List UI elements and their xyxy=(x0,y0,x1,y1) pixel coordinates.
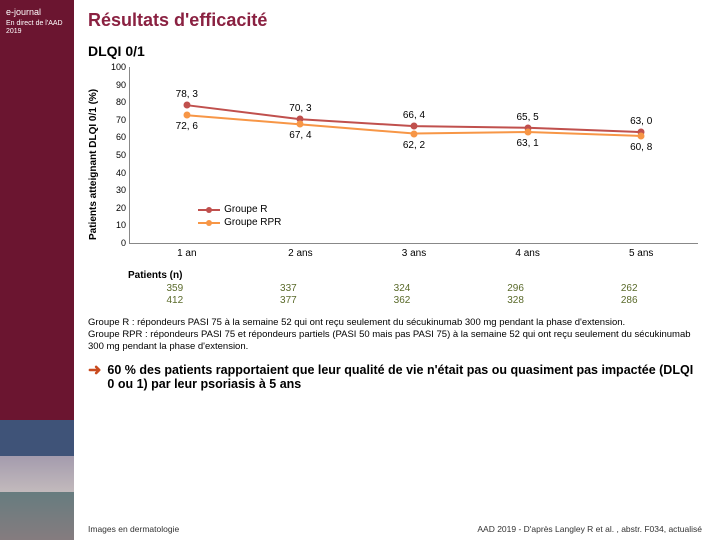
data-label: 78, 3 xyxy=(176,89,198,100)
sidebar-image xyxy=(0,420,74,540)
y-tick: 10 xyxy=(102,220,126,230)
chart-subtitle: DLQI 0/1 xyxy=(88,43,702,59)
plot-area: 01020304050607080901001 an2 ans3 ans4 an… xyxy=(129,67,698,244)
data-label: 67, 4 xyxy=(289,130,311,141)
y-tick: 40 xyxy=(102,168,126,178)
patients-n-table: 359 337 324 296 262 412 377 362 328 286 xyxy=(118,283,702,307)
n-cell: 337 xyxy=(280,283,297,294)
sidebar: e-journal En direct de l'AAD 2019 xyxy=(0,0,74,540)
data-point xyxy=(183,112,190,119)
y-tick: 70 xyxy=(102,115,126,125)
n-cell: 262 xyxy=(621,283,638,294)
data-label: 60, 8 xyxy=(630,142,652,153)
footer-left: Images en dermatologie xyxy=(88,524,179,534)
patients-n-header: Patients (n) xyxy=(128,270,702,281)
n-row: 359 337 324 296 262 xyxy=(118,283,686,295)
data-point xyxy=(411,123,418,130)
legend-label: Groupe R xyxy=(224,204,267,215)
y-tick: 20 xyxy=(102,203,126,213)
data-point xyxy=(638,132,645,139)
legend-item: Groupe RPR xyxy=(198,217,281,228)
legend-item: Groupe R xyxy=(198,204,281,215)
n-cell: 377 xyxy=(280,295,297,306)
y-tick: 90 xyxy=(102,80,126,90)
slide: e-journal En direct de l'AAD 2019 Résult… xyxy=(0,0,720,540)
x-tick: 3 ans xyxy=(402,248,426,259)
sidebar-logo: e-journal En direct de l'AAD 2019 xyxy=(6,8,74,35)
y-tick: 50 xyxy=(102,150,126,160)
data-point xyxy=(183,102,190,109)
y-axis-label: Patients atteignant DLQI 0/1 (%) xyxy=(88,67,99,262)
data-point xyxy=(411,130,418,137)
content: Résultats d'efficacité DLQI 0/1 Patients… xyxy=(74,0,720,540)
takeaway-text: 60 % des patients rapportaient que leur … xyxy=(107,363,702,391)
data-label: 63, 0 xyxy=(630,116,652,127)
x-tick: 2 ans xyxy=(288,248,312,259)
legend-marker xyxy=(198,222,220,224)
page-title: Résultats d'efficacité xyxy=(88,10,702,31)
n-cell: 324 xyxy=(394,283,411,294)
footer: Images en dermatologie AAD 2019 - D'aprè… xyxy=(88,524,702,534)
data-label: 65, 5 xyxy=(516,112,538,123)
y-tick: 60 xyxy=(102,132,126,142)
n-cell: 296 xyxy=(507,283,524,294)
data-label: 66, 4 xyxy=(403,110,425,121)
x-tick: 4 ans xyxy=(515,248,539,259)
n-cell: 286 xyxy=(621,295,638,306)
y-tick: 100 xyxy=(102,62,126,72)
arrow-icon: ➜ xyxy=(88,363,101,379)
y-tick: 80 xyxy=(102,97,126,107)
data-point xyxy=(297,121,304,128)
legend-marker xyxy=(198,209,220,211)
data-label: 62, 2 xyxy=(403,140,425,151)
footer-right: AAD 2019 - D'après Langley R et al. , ab… xyxy=(477,524,702,534)
n-cell: 362 xyxy=(394,295,411,306)
n-row: 412 377 362 328 286 xyxy=(118,295,686,307)
y-tick: 0 xyxy=(102,238,126,248)
legend: Groupe R Groupe RPR xyxy=(198,204,281,230)
footnote: Groupe R : répondeurs PASI 75 à la semai… xyxy=(88,317,702,353)
data-point xyxy=(524,128,531,135)
legend-label: Groupe RPR xyxy=(224,217,281,228)
line-chart: 01020304050607080901001 an2 ans3 ans4 an… xyxy=(99,67,702,262)
logo-line2: En direct de l'AAD 2019 xyxy=(6,20,74,35)
y-tick: 30 xyxy=(102,185,126,195)
logo-line1: e-journal xyxy=(6,8,74,18)
x-tick: 1 an xyxy=(177,248,196,259)
x-tick: 5 ans xyxy=(629,248,653,259)
takeaway: ➜ 60 % des patients rapportaient que leu… xyxy=(88,363,702,391)
data-label: 72, 6 xyxy=(176,121,198,132)
n-cell: 412 xyxy=(166,295,183,306)
data-label: 70, 3 xyxy=(289,103,311,114)
data-label: 63, 1 xyxy=(516,138,538,149)
chart-area: Patients atteignant DLQI 0/1 (%) 0102030… xyxy=(88,67,702,262)
n-cell: 359 xyxy=(166,283,183,294)
n-cell: 328 xyxy=(507,295,524,306)
